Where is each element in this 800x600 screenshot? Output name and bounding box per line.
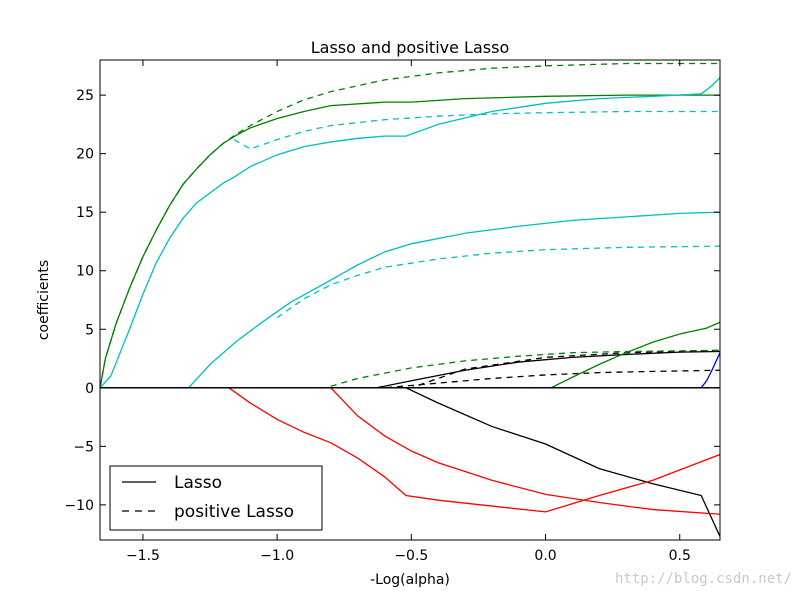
series-line-8 [99, 77, 721, 389]
series-line-2 [100, 369, 721, 389]
series-line-1 [100, 350, 721, 389]
series-line-13 [100, 387, 721, 513]
x-tick-label: 0.0 [534, 548, 556, 564]
y-tick-label: 10 [76, 264, 94, 280]
legend-label-positive-lasso: positive Lasso [174, 502, 294, 522]
watermark-text: http://blog.csdn.net/ [615, 571, 792, 587]
x-axis-ticks: −1.5 −1.0 −0.5 0.0 0.5 [126, 60, 691, 564]
series-line-5 [99, 62, 720, 388]
series-line-14 [100, 387, 721, 515]
y-tick-label: 20 [76, 147, 94, 163]
series-line-0 [100, 387, 721, 537]
series-line-9 [233, 110, 720, 150]
y-tick-label: −5 [73, 439, 94, 455]
series-line-7 [100, 349, 721, 389]
y-axis-ticks: 25 20 15 10 5 0 −5 −10 [64, 88, 720, 514]
x-tick-label: −1.5 [126, 548, 160, 564]
x-tick-label: 0.5 [669, 548, 691, 564]
series-line-10 [100, 211, 721, 389]
y-axis-label: coefficients [36, 260, 52, 340]
chart-title: Lasso and positive Lasso [311, 38, 509, 57]
x-tick-label: −0.5 [394, 548, 428, 564]
plot-frame [99, 59, 721, 541]
legend: Lasso positive Lasso [109, 465, 323, 531]
series-line-3 [100, 349, 721, 389]
y-tick-label: 0 [85, 381, 94, 397]
series-line-6 [100, 321, 721, 389]
legend-box [109, 465, 323, 531]
series-line-11 [276, 245, 721, 319]
legend-label-lasso: Lasso [174, 473, 222, 493]
x-axis-label: -Log(alpha) [370, 572, 450, 588]
y-tick-label: −10 [64, 498, 94, 514]
series-line-4 [99, 94, 720, 388]
y-tick-label: 5 [85, 322, 94, 338]
series-layer [99, 62, 721, 537]
y-tick-label: 25 [76, 88, 94, 104]
y-tick-label: 15 [76, 205, 94, 221]
x-tick-label: −1.0 [260, 548, 294, 564]
